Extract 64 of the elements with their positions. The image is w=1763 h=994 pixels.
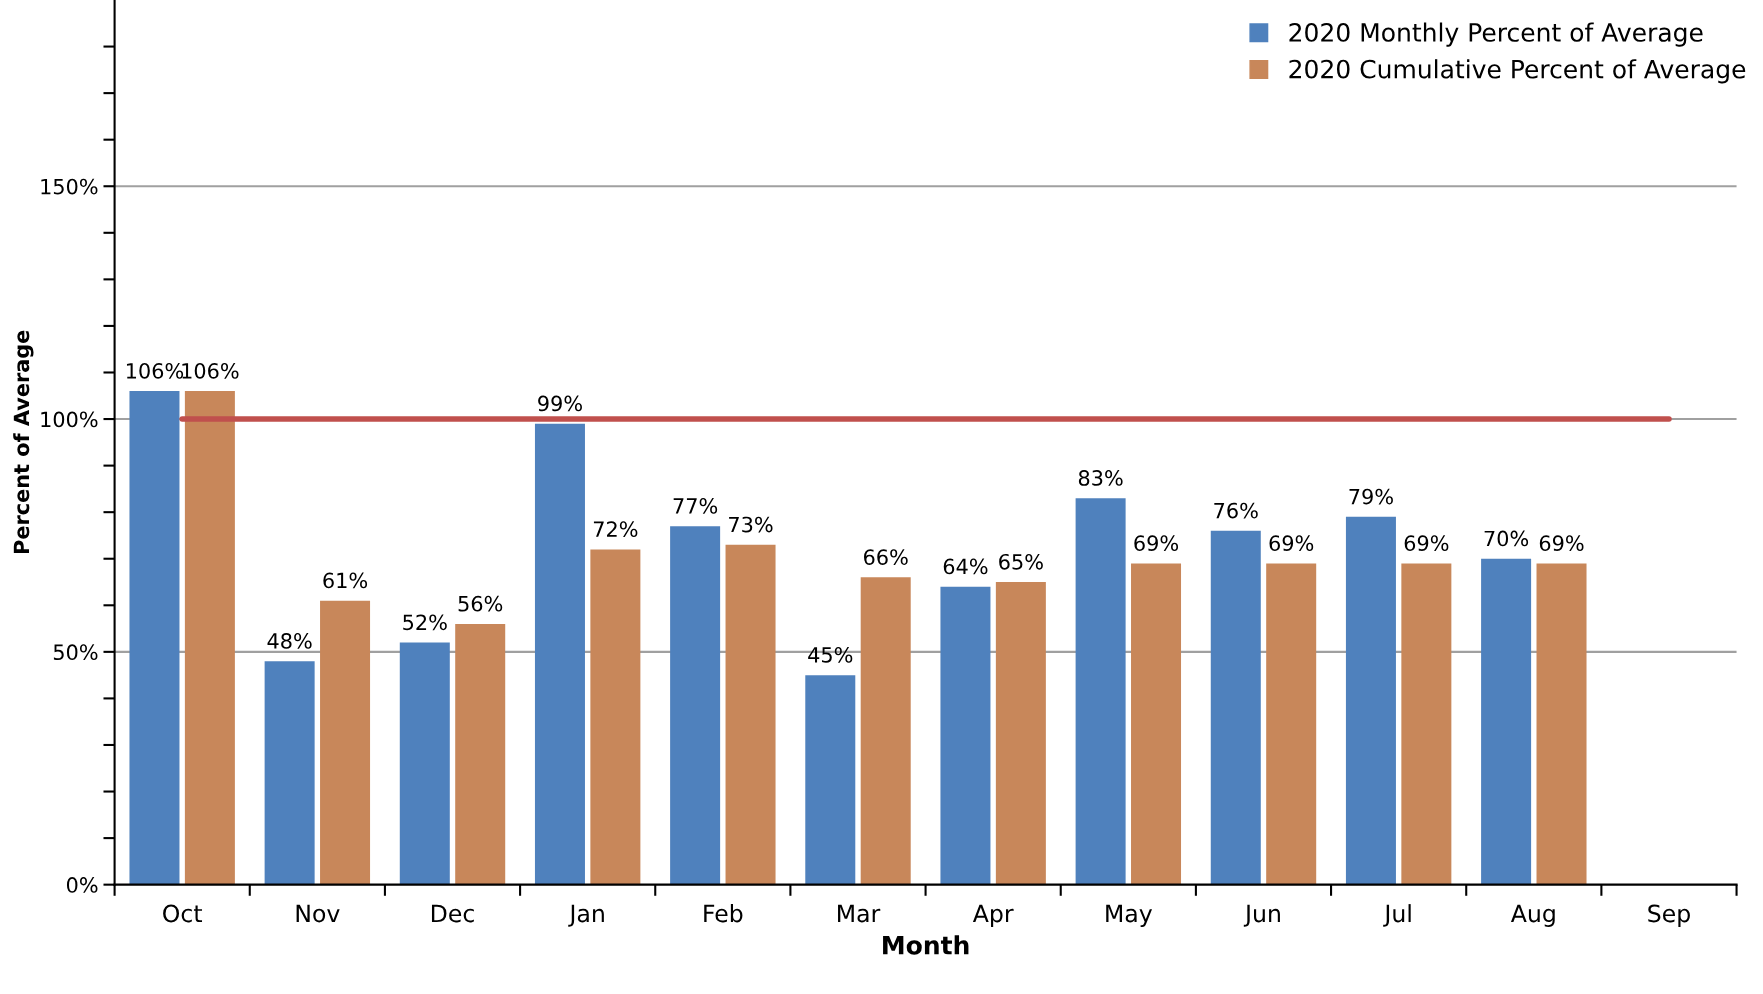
x-tick-label: Feb	[704, 904, 743, 923]
y-tick-label: 0%	[66, 877, 98, 893]
data-label: 69%	[1539, 535, 1584, 552]
bar	[1210, 530, 1261, 885]
x-axis-title: Month	[883, 935, 969, 955]
bar	[995, 582, 1046, 885]
legend-label: 2020 Monthly Percent of Average	[1289, 22, 1703, 47]
data-label: 56%	[458, 595, 503, 612]
bar	[1266, 563, 1317, 885]
data-label: 79%	[1349, 488, 1393, 505]
data-label: 77%	[673, 498, 718, 514]
data-label: 72%	[593, 521, 638, 538]
y-axis-title: Percent of Average	[13, 330, 34, 554]
x-tick-label: Nov	[296, 904, 340, 923]
bar	[1481, 558, 1532, 885]
y-tick-label: 100%	[41, 411, 98, 428]
data-label: 69%	[1134, 535, 1179, 552]
legend-label: 2020 Cumulative Percent of Average	[1289, 59, 1746, 84]
bar	[129, 391, 180, 885]
bar	[805, 675, 856, 885]
data-label: 106%	[126, 362, 184, 379]
data-label: 65%	[999, 553, 1043, 570]
data-label: 45%	[808, 647, 853, 663]
x-tick-label: Jul	[1383, 904, 1411, 927]
data-label: 66%	[864, 549, 908, 565]
data-label: 52%	[403, 614, 447, 631]
bar	[534, 423, 585, 885]
data-label: 69%	[1269, 535, 1314, 552]
bar	[670, 526, 721, 885]
x-tick-label: Apr	[972, 904, 1014, 927]
bar	[184, 391, 235, 885]
data-label: 70%	[1484, 530, 1529, 547]
x-tick-label: Jan	[568, 904, 604, 927]
x-tick-label: Dec	[431, 904, 474, 923]
data-label: 83%	[1078, 470, 1123, 486]
bar	[860, 577, 911, 885]
x-tick-label: Sep	[1648, 904, 1690, 927]
bar	[320, 600, 371, 885]
bar	[940, 586, 991, 885]
bar	[725, 544, 776, 885]
data-label: 61%	[323, 572, 368, 589]
x-tick-label: May	[1106, 904, 1153, 927]
bar	[455, 623, 506, 885]
bar	[1345, 516, 1396, 885]
bar	[1131, 563, 1182, 885]
bar	[1401, 563, 1452, 885]
x-tick-label: Jun	[1243, 904, 1280, 927]
y-tick-label: 150%	[41, 178, 98, 195]
data-label: 73%	[729, 516, 773, 533]
data-label: 76%	[1214, 502, 1258, 519]
x-tick-label: Oct	[163, 904, 203, 923]
y-tick-label: 50%	[53, 644, 98, 661]
bar	[1075, 498, 1126, 885]
data-label: 69%	[1404, 535, 1449, 552]
data-label: 48%	[267, 633, 312, 649]
bar	[590, 549, 641, 885]
x-tick-label: Aug	[1510, 904, 1555, 927]
data-label: 106%	[182, 362, 239, 379]
bar	[399, 642, 450, 885]
data-label: 64%	[943, 558, 988, 575]
bar	[1536, 563, 1587, 885]
data-label: 99%	[538, 395, 582, 412]
x-tick-label: Mar	[838, 904, 881, 923]
bar	[264, 661, 315, 885]
